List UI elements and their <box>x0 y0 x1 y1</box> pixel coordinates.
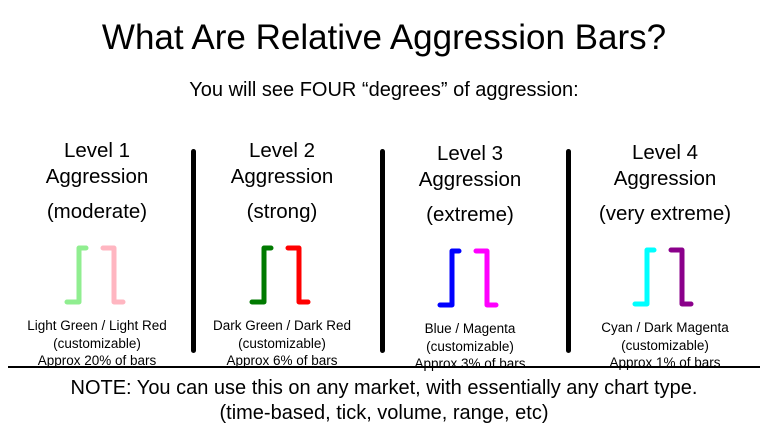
level-frequency: Approx 6% of bars <box>226 353 338 368</box>
down-bar-icon <box>285 245 311 305</box>
level-degree: (moderate) <box>46 200 148 223</box>
slide-subtitle: You will see FOUR “degrees” of aggressio… <box>189 79 579 101</box>
down-bar-icon <box>473 248 499 308</box>
bar-glyphs <box>249 245 311 305</box>
level-title: Level 2 <box>248 139 316 162</box>
bar-glyphs <box>437 248 499 308</box>
level-frequency: Approx 1% of bars <box>609 355 721 370</box>
level-customizable: (customizable) <box>426 338 514 354</box>
level-description: Cyan / Dark Magenta (customizable) Appro… <box>570 319 760 372</box>
level-title: Level 1 <box>63 139 131 162</box>
level-label: Aggression <box>45 165 149 188</box>
level-title: Level 4 <box>631 141 699 164</box>
note-line-2: (time-based, tick, volume, range, etc) <box>219 402 549 424</box>
column-divider <box>380 149 385 353</box>
level-customizable: (customizable) <box>238 335 326 351</box>
level-customizable: (customizable) <box>621 337 709 353</box>
level-customizable: (customizable) <box>53 335 141 351</box>
level-description: Blue / Magenta (customizable) Approx 3% … <box>375 320 565 373</box>
up-bar-icon <box>64 245 89 305</box>
bar-glyphs <box>64 245 126 305</box>
aggression-level-4: Level 4 Aggression (very extreme) Cyan /… <box>570 140 760 372</box>
column-divider <box>566 149 571 353</box>
level-degree: (strong) <box>246 200 318 223</box>
horizontal-divider <box>8 366 760 368</box>
level-colors: Blue / Magenta <box>424 321 516 336</box>
level-frequency: Approx 3% of bars <box>414 356 526 371</box>
note: NOTE: You can use this on any market, wi… <box>0 376 768 426</box>
level-description: Light Green / Light Red (customizable) A… <box>2 317 192 370</box>
aggression-level-3: Level 3 Aggression (extreme) Blue / Mage… <box>375 141 565 373</box>
level-degree: (very extreme) <box>598 202 732 225</box>
down-bar-icon <box>668 247 694 307</box>
slide-title: What Are Relative Aggression Bars? <box>101 18 667 57</box>
level-label: Aggression <box>613 167 717 190</box>
aggression-level-2: Level 2 Aggression (strong) Dark Green /… <box>187 138 377 370</box>
level-colors: Light Green / Light Red <box>27 318 167 333</box>
level-degree: (extreme) <box>426 203 514 226</box>
column-divider <box>191 149 196 353</box>
up-bar-icon <box>437 248 462 308</box>
aggression-level-1: Level 1 Aggression (moderate) Light Gree… <box>2 138 192 370</box>
note-line-1: NOTE: You can use this on any market, wi… <box>70 377 698 399</box>
up-bar-icon <box>632 247 657 307</box>
level-title: Level 3 <box>436 142 504 165</box>
level-label: Aggression <box>230 165 334 188</box>
level-colors: Dark Green / Dark Red <box>212 318 352 333</box>
level-frequency: Approx 20% of bars <box>37 353 157 368</box>
level-label: Aggression <box>418 168 522 191</box>
level-colors: Cyan / Dark Magenta <box>601 320 729 335</box>
bar-glyphs <box>632 247 694 307</box>
up-bar-icon <box>249 245 274 305</box>
level-description: Dark Green / Dark Red (customizable) App… <box>187 317 377 370</box>
down-bar-icon <box>100 245 126 305</box>
